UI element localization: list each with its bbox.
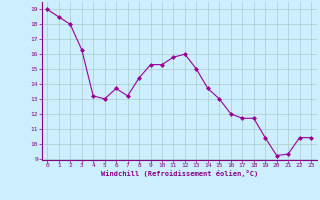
X-axis label: Windchill (Refroidissement éolien,°C): Windchill (Refroidissement éolien,°C) <box>100 170 258 177</box>
